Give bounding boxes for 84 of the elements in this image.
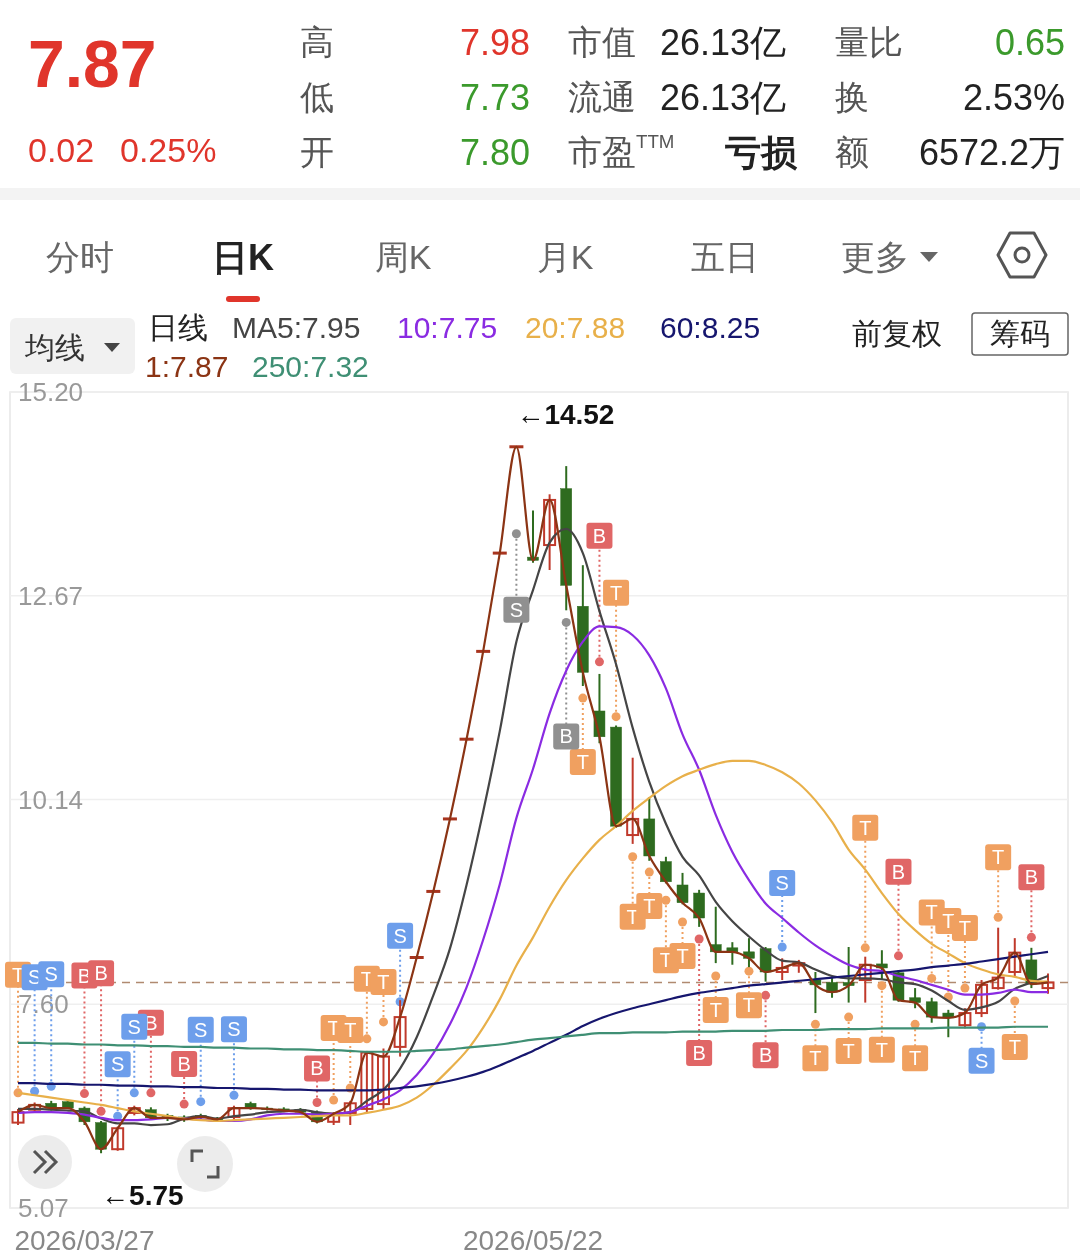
data-label: S xyxy=(775,872,789,895)
data-label: T xyxy=(576,751,589,774)
data-label: T xyxy=(742,994,756,1017)
data-label: S xyxy=(227,1018,241,1041)
data-label: S xyxy=(44,963,58,986)
text: 1:7.87 xyxy=(145,349,229,383)
data-label: T xyxy=(377,970,390,993)
data-label: T xyxy=(925,901,938,924)
data-label: T xyxy=(626,905,639,928)
text: 2.53% xyxy=(962,76,1065,118)
data-label: T xyxy=(676,945,689,968)
text: 20:7.88 xyxy=(525,310,626,344)
data-label: B xyxy=(1024,866,1039,889)
text: 前复权 xyxy=(852,316,942,350)
data-label: B xyxy=(559,725,573,748)
x-tick-label: 2026/05/22 xyxy=(462,1224,604,1256)
text: 26.13亿 xyxy=(660,76,787,118)
data-label: B xyxy=(758,1044,773,1067)
data-label: B xyxy=(592,524,607,547)
text: MA5:7.95 xyxy=(232,310,361,344)
text: 60:8.25 xyxy=(660,310,761,344)
data-label: S xyxy=(974,1049,989,1072)
legend-title: 日线 xyxy=(148,310,208,344)
text: 6572.2万 xyxy=(918,131,1065,173)
text: 0.25% xyxy=(120,131,217,169)
data-label: B xyxy=(692,1041,706,1064)
y-tick-label: 5.07 xyxy=(18,1193,69,1223)
text: 7.87 xyxy=(28,27,157,101)
text: 更多 xyxy=(841,238,909,276)
data-label: T xyxy=(908,1047,922,1070)
text: 市值 xyxy=(568,23,636,61)
annotation: ←5.75 xyxy=(101,1179,184,1211)
y-tick-label: 7.60 xyxy=(18,989,69,1020)
annotation: ←14.52 xyxy=(516,399,615,431)
data-label: T xyxy=(859,816,872,839)
text: 0.02 xyxy=(28,131,95,169)
text: 分时 xyxy=(46,238,114,276)
text: 开 xyxy=(300,133,334,171)
data-label: T xyxy=(327,1017,340,1040)
data-label: B xyxy=(94,962,108,985)
y-tick-label: 15.20 xyxy=(18,377,84,407)
data-label: T xyxy=(344,1018,357,1041)
text: 流通 xyxy=(568,78,636,116)
data-label: T xyxy=(942,909,955,932)
text: 7.98 xyxy=(459,21,530,63)
text: 市盈$^{TTM}$ xyxy=(568,131,675,171)
text: 250:7.32 xyxy=(252,349,369,383)
text: 日K xyxy=(212,236,274,278)
data-label: S xyxy=(393,924,407,947)
data-label: T xyxy=(992,846,1005,869)
text: 额 xyxy=(835,133,869,171)
text: 量比 xyxy=(835,23,903,61)
text: 7.80 xyxy=(459,131,530,173)
data-label: T xyxy=(709,999,722,1022)
text: 0.65 xyxy=(994,21,1065,63)
data-label: S xyxy=(194,1018,208,1041)
x-tick-label: 2026/03/27 xyxy=(14,1224,155,1256)
text: 7.73 xyxy=(459,76,530,118)
data-label: S xyxy=(127,1015,141,1038)
text: 低 xyxy=(300,78,334,116)
y-tick-label: 12.67 xyxy=(18,580,84,611)
data-label: B xyxy=(310,1057,324,1080)
text: 高 xyxy=(300,23,334,61)
text: 月K xyxy=(536,238,594,276)
data-label: S xyxy=(111,1053,125,1076)
text: 亏损 xyxy=(725,131,798,173)
data-label: T xyxy=(609,581,623,604)
data-label: S xyxy=(509,598,524,621)
text: 26.13亿 xyxy=(660,21,787,63)
data-label: T xyxy=(842,1040,855,1063)
text: 换 xyxy=(835,78,869,116)
text: 周K xyxy=(374,238,432,276)
data-label: T xyxy=(1008,1035,1021,1058)
text: 五日 xyxy=(691,238,759,276)
y-tick-label: 10.14 xyxy=(18,784,84,815)
data-label: T xyxy=(809,1047,822,1070)
text: 10:7.75 xyxy=(397,310,498,344)
data-label: B xyxy=(891,860,906,883)
text: 均线 xyxy=(24,330,85,364)
data-label: B xyxy=(177,1053,191,1076)
data-label: T xyxy=(958,917,972,940)
text: 筹码 xyxy=(990,316,1050,350)
data-label: T xyxy=(875,1038,888,1061)
data-label: T xyxy=(643,895,656,918)
